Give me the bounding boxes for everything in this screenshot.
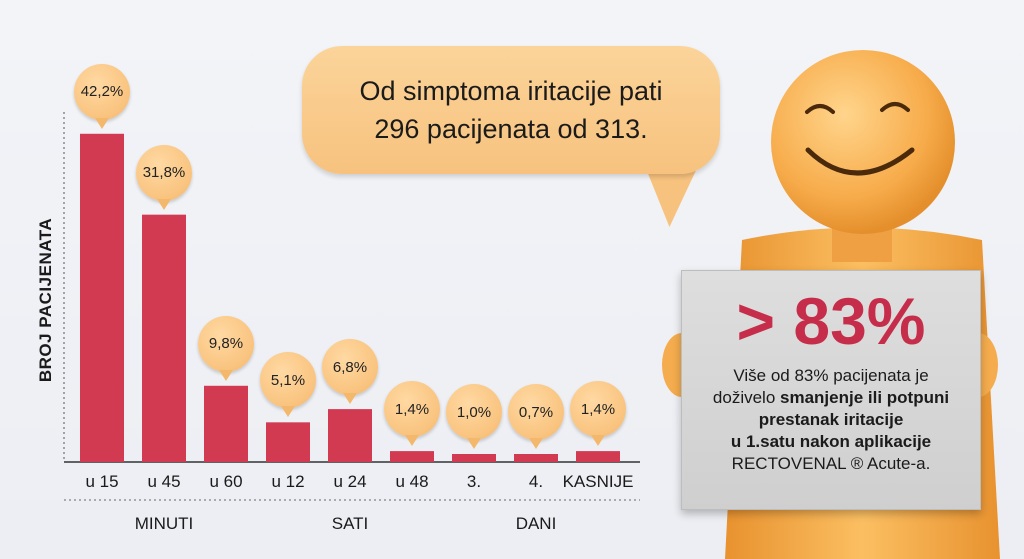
bar-4 <box>328 409 372 462</box>
result-sign: > 83% Više od 83% pacijenata je doživelo… <box>681 270 981 510</box>
x-tick-label-4: u 24 <box>333 472 367 491</box>
group-label-2: DANI <box>515 514 557 533</box>
sign-line-4: u 1.satu nakon aplikacije <box>682 431 980 453</box>
x-tick-label-8: KASNIJE <box>562 472 634 491</box>
x-tick-label-5: u 48 <box>395 472 429 491</box>
speech-line-1: Od simptoma iritacije pati <box>359 76 663 106</box>
value-label-7: 0,7% <box>508 384 564 440</box>
speech-bubble-tail <box>644 165 710 227</box>
sign-line-4-bold: u 1.satu nakon aplikacije <box>730 432 932 451</box>
headline: > 83% <box>736 284 926 358</box>
bar-6 <box>452 454 496 462</box>
speech-line-2: 296 pacijenata od 313. <box>374 114 648 144</box>
value-label-1: 31,8% <box>136 144 192 201</box>
bar-0 <box>80 133 124 462</box>
group-label-0: MINUTI <box>134 514 194 533</box>
sign-line-3: prestanak iritacije <box>682 409 980 431</box>
y-axis-label: BROJ PACIJENATA <box>36 217 55 383</box>
value-label-0: 42,2% <box>74 63 130 120</box>
x-tick-label-0: u 15 <box>85 472 119 491</box>
group-label-1: SATI <box>331 514 369 533</box>
speech-bubble: Od simptoma iritacije pati 296 pacijenat… <box>302 46 720 174</box>
bar-2 <box>204 385 248 462</box>
x-tick-label-6: 3. <box>466 472 482 491</box>
sign-text: Više od 83% pacijenata je doživelo smanj… <box>682 365 980 475</box>
bar-1 <box>142 214 186 462</box>
value-label-8: 1,4% <box>570 381 626 438</box>
sign-line-2-plain: doživelo <box>712 388 781 407</box>
bar-5 <box>390 451 434 462</box>
value-label-2: 9,8% <box>198 315 254 372</box>
x-tick-label-7: 4. <box>528 472 544 491</box>
sign-line-2-bold: smanjenje ili potpuni <box>780 388 950 407</box>
sign-line-2: doživelo smanjenje ili potpuni <box>682 387 980 409</box>
x-tick-label-2: u 60 <box>209 472 243 491</box>
sign-line-1: Više od 83% pacijenata je <box>733 366 929 385</box>
sign-line-3-bold: prestanak iritacije <box>758 410 904 429</box>
value-label-4: 6,8% <box>322 339 378 396</box>
value-label-5: 1,4% <box>384 381 440 438</box>
value-label-6: 1,0% <box>446 384 502 440</box>
bar-8 <box>576 451 620 462</box>
bar-7 <box>514 454 558 462</box>
x-tick-label-1: u 45 <box>147 472 181 491</box>
bar-3 <box>266 422 310 462</box>
x-tick-label-3: u 12 <box>271 472 305 491</box>
sign-line-5: RECTOVENAL ® Acute-a. <box>731 454 931 473</box>
value-label-3: 5,1% <box>260 352 316 409</box>
